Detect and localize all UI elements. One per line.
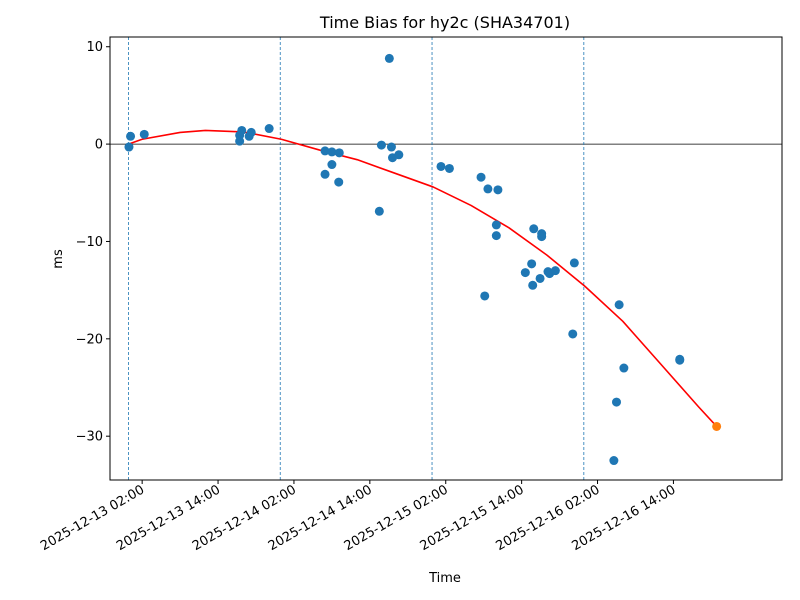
data-point xyxy=(386,142,396,152)
data-point xyxy=(334,177,344,187)
data-point xyxy=(491,231,501,241)
data-point xyxy=(480,291,490,301)
data-point xyxy=(320,146,330,156)
data-point xyxy=(527,259,537,269)
data-point xyxy=(550,266,560,276)
plot-area xyxy=(110,37,782,480)
data-point xyxy=(320,169,330,179)
data-point xyxy=(612,397,622,407)
fit-curve xyxy=(128,129,718,427)
data-point xyxy=(614,300,624,310)
data-point xyxy=(444,163,454,173)
data-point xyxy=(568,329,578,339)
data-point xyxy=(246,127,256,137)
y-tick-label: 10 xyxy=(86,40,103,55)
data-point xyxy=(124,142,134,152)
data-point xyxy=(491,220,501,230)
data-point xyxy=(327,160,337,170)
data-point xyxy=(520,268,530,278)
data-point xyxy=(483,184,493,194)
data-point xyxy=(334,148,344,158)
data-point xyxy=(264,124,274,134)
plot-contents xyxy=(110,37,782,480)
data-point xyxy=(394,150,404,160)
data-point xyxy=(528,280,538,290)
data-point xyxy=(139,129,149,139)
data-point xyxy=(675,355,685,365)
data-point xyxy=(126,131,136,141)
chart-title: Time Bias for hy2c (SHA34701) xyxy=(319,13,570,32)
data-point xyxy=(493,185,503,195)
y-tick-label: −10 xyxy=(76,235,103,250)
data-point xyxy=(537,232,547,242)
data-point xyxy=(535,273,545,283)
data-point xyxy=(619,363,629,373)
data-point xyxy=(436,161,446,171)
data-point xyxy=(374,206,384,216)
y-tick-label: −20 xyxy=(76,332,103,347)
data-point xyxy=(609,456,619,466)
data-point xyxy=(376,140,386,150)
data-point xyxy=(327,147,337,157)
y-tick-label: 0 xyxy=(95,138,103,153)
data-point xyxy=(569,258,579,268)
data-point xyxy=(529,224,539,234)
predicted-point xyxy=(712,421,722,431)
x-axis-label: Time xyxy=(428,571,461,586)
data-point xyxy=(237,125,247,135)
data-point xyxy=(476,172,486,182)
y-tick-label: −30 xyxy=(76,430,103,445)
y-axis-label: ms xyxy=(51,249,66,269)
data-point xyxy=(384,53,394,63)
